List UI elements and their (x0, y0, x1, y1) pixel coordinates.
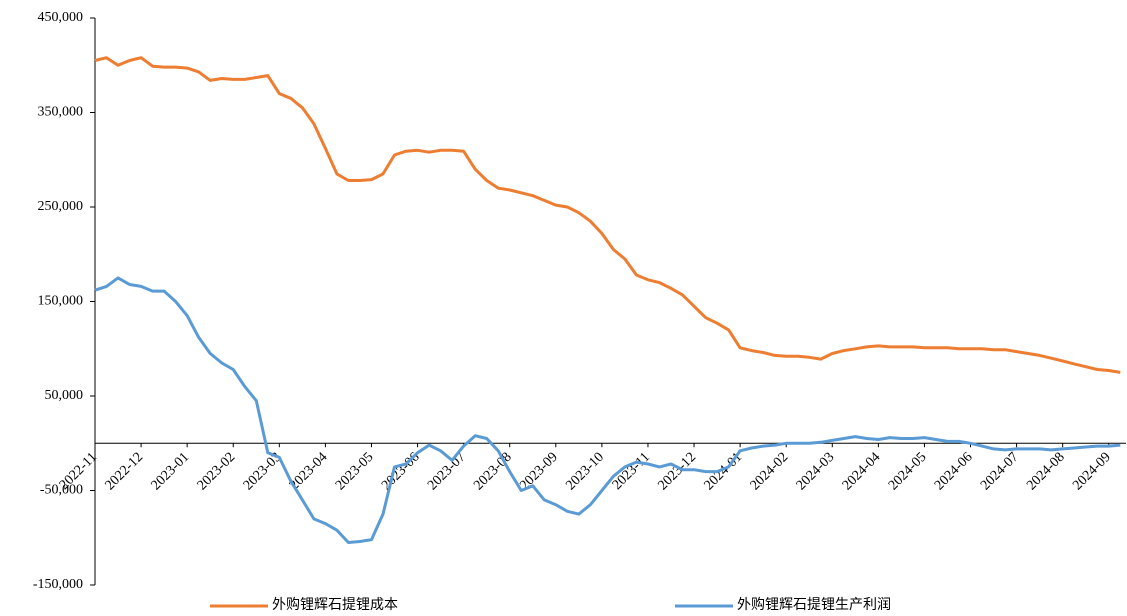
y-tick-label: 150,000 (38, 294, 84, 309)
series-line (94, 56, 1121, 374)
x-tick-label: 2023-01 (149, 450, 193, 494)
x-tick-label: 2024-09 (1070, 450, 1114, 494)
y-tick-label: 250,000 (38, 199, 84, 214)
series-line (94, 276, 1121, 544)
x-tick-label: 2024-07 (978, 450, 1022, 494)
x-tick-label: 2023-12 (656, 450, 700, 494)
x-tick-label: 2022-12 (103, 450, 147, 494)
x-tick-label: 2024-06 (932, 450, 976, 494)
x-tick-label: 2024-08 (1024, 450, 1068, 494)
x-tick-label: 2024-05 (886, 450, 930, 494)
x-tick-label: 2024-02 (748, 450, 792, 494)
y-tick-label: -50,000 (40, 483, 83, 498)
y-tick-label: -150,000 (33, 577, 83, 592)
x-tick-label: 2024-03 (794, 450, 838, 494)
y-tick-label: 350,000 (38, 105, 84, 120)
x-tick-label: 2023-05 (333, 450, 377, 494)
legend-label: 外购锂辉石提锂生产利润 (737, 597, 891, 613)
legend: 外购锂辉石提锂成本 外购锂辉石提锂生产利润 (210, 597, 891, 613)
y-tick-label: 50,000 (45, 388, 84, 403)
x-tick-label: 2024-04 (840, 450, 884, 494)
x-tick-label: 2023-11 (610, 450, 653, 493)
x-tick-label: 2023-02 (195, 450, 239, 494)
x-tick-label: 2023-06 (379, 450, 423, 494)
x-tick-label: 2023-10 (563, 450, 607, 494)
y-tick-label: 450,000 (38, 10, 84, 25)
legend-label: 外购锂辉石提锂成本 (272, 597, 398, 613)
x-tick-label: 2023-09 (517, 450, 561, 494)
